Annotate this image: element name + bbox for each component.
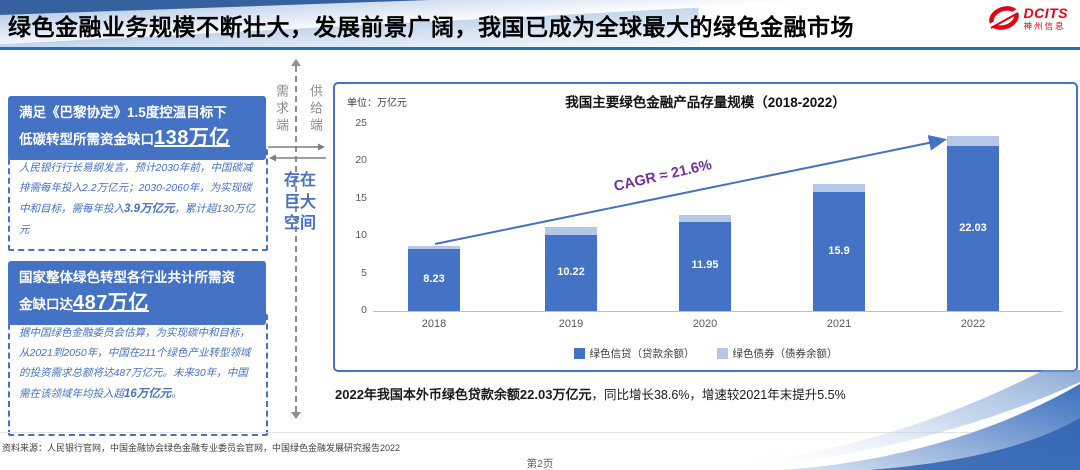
page-title: 绿色金融业务规模不断壮大，发展前景广阔，我国已成为全球最大的绿色金融市场	[8, 14, 854, 40]
y-axis-tick: 15	[355, 191, 367, 204]
x-axis-tick: 2019	[558, 318, 584, 330]
cagr-annotation: CAGR ≈ 21.6%	[612, 156, 714, 196]
bar-credit-segment	[947, 146, 999, 311]
callout-2-highlight: 487万亿	[73, 292, 149, 315]
y-axis-tick: 20	[355, 154, 367, 167]
x-axis-tick: 2022	[960, 318, 986, 330]
legend-swatch	[716, 348, 728, 359]
chart-title: 我国主要绿色金融产品存量规模（2018-2022）	[565, 95, 846, 110]
callout-2-title-line1: 国家整体绿色转型各行业共计所需资	[19, 270, 235, 285]
legend-label: 绿色债券（债券余额）	[732, 348, 838, 360]
header-divider	[0, 47, 1080, 50]
arrow-up-icon	[291, 59, 301, 66]
y-axis-tick: 25	[355, 117, 367, 129]
bar-credit-segment	[408, 249, 460, 311]
callout-1-body: 人民银行行长易纲发言，预计2030年前，中国碳减排需每年投入2.2万亿元；203…	[8, 149, 268, 251]
legend-item: 绿色信贷（贷款余额）	[573, 346, 695, 361]
callout-2-title-line2: 金缺口达487万亿	[19, 292, 149, 315]
demand-side-label: 需求端	[274, 84, 289, 135]
callout-1-highlight: 138万亿	[154, 127, 230, 150]
huge-gap-label: 存在 巨大 空间	[283, 172, 316, 233]
footer-divider	[0, 432, 1080, 433]
bar-bond-segment	[947, 136, 999, 147]
exchange-arrows-icon	[268, 143, 326, 162]
y-axis-tick: 10	[355, 229, 367, 242]
vertical-dashed-divider	[295, 66, 297, 412]
bar-credit-segment	[545, 234, 597, 311]
supply-side-label: 供给端	[308, 84, 323, 135]
bar-value-label: 22.03	[959, 221, 987, 234]
logo-text: DCITS 神州信息	[1024, 6, 1069, 31]
y-axis-tick: 5	[361, 266, 367, 279]
bar-bond-segment	[408, 245, 460, 250]
source-note: 资料来源：人民银行官网，中国金融协会绿色金融专业委员会官网，中国绿色金融发展研究…	[2, 443, 401, 453]
bar-bond-segment	[679, 214, 731, 222]
chart-legend: 绿色信贷（贷款余额） 绿色债券（债券余额）	[335, 346, 1076, 361]
arrow-down-icon	[291, 412, 301, 419]
bar-value-label: 15.9	[828, 244, 850, 257]
x-axis-tick: 2018	[421, 318, 447, 330]
callout-1-title-line2: 低碳转型所需资金缺口138万亿	[19, 127, 230, 150]
logo-brand: DCITS	[1023, 4, 1068, 21]
bar-bond-segment	[813, 183, 865, 193]
bar-value-label: 10.22	[557, 265, 585, 278]
callout-1-header: 满足《巴黎协定》1.5度控温目标下 低碳转型所需资金缺口138万亿	[8, 96, 266, 161]
y-axis-tick: 0	[361, 304, 367, 316]
x-axis-tick: 2021	[826, 318, 852, 330]
bar-value-label: 11.95	[691, 259, 719, 272]
dcits-swirl-icon	[987, 6, 1020, 30]
chart-caption: 2022年我国本外币绿色贷款余额22.03万亿元，同比增长38.6%，增速较20…	[335, 387, 846, 402]
callout-2-body: 据中国绿色金融委员会估算，为实现碳中和目标，从2021到2050年，中国在211…	[8, 314, 268, 436]
corner-swoosh-decoration	[720, 370, 1080, 470]
company-logo: DCITS 神州信息	[987, 4, 1069, 32]
legend-item: 绿色债券（债券余额）	[716, 346, 838, 361]
callout-2-header: 国家整体绿色转型各行业共计所需资 金缺口达487万亿	[8, 261, 266, 326]
chart-panel: 单位：万亿元 我国主要绿色金融产品存量规模（2018-2022） 8.23 201…	[333, 82, 1078, 372]
bar-value-label: 8.23	[423, 273, 445, 286]
chart-unit-label: 单位：万亿元	[347, 98, 407, 109]
x-axis-line	[373, 311, 1062, 312]
page-number: 第2页	[526, 458, 554, 470]
legend-label: 绿色信贷（贷款余额）	[589, 348, 695, 360]
header: 绿色金融业务规模不断壮大，发展前景广阔，我国已成为全球最大的绿色金融市场	[0, 0, 1080, 47]
logo-subbrand: 神州信息	[1023, 20, 1066, 31]
legend-swatch	[573, 348, 585, 359]
callout-1-title-line1: 满足《巴黎协定》1.5度控温目标下	[19, 105, 227, 120]
bar-bond-segment	[545, 227, 597, 235]
x-axis-tick: 2020	[692, 318, 718, 330]
